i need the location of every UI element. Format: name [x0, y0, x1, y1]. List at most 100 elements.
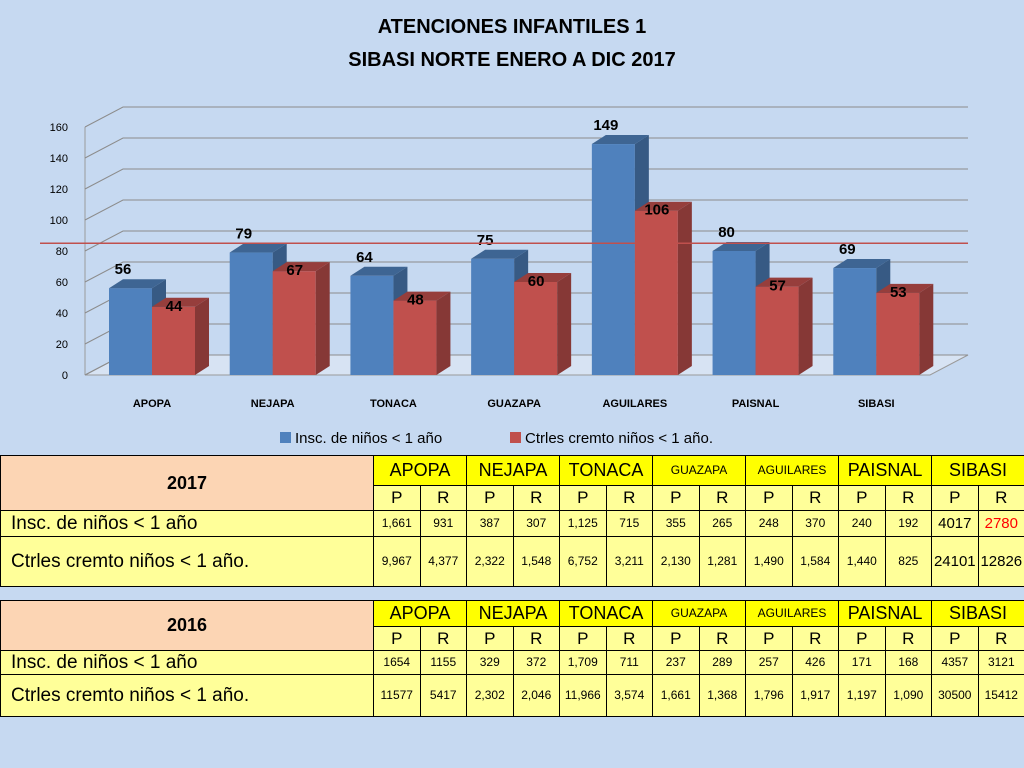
- legend-swatch: [280, 432, 291, 443]
- table-2016: 2016 APOPA NEJAPA TONACA GUAZAPA AGUILAR…: [0, 600, 1024, 717]
- row-label: Ctrles cremto niños < 1 año.: [0, 674, 374, 717]
- pr-header-cell: P: [466, 626, 514, 651]
- region-header-nejapa: NEJAPA: [466, 455, 561, 486]
- value-cell: 12826: [977, 536, 1024, 587]
- bar: [591, 144, 635, 375]
- data-label: 44: [166, 298, 183, 315]
- data-label: 48: [407, 292, 424, 309]
- x-tick-label: NEJAPA: [251, 398, 295, 410]
- bar: [712, 251, 756, 375]
- value-cell: 307: [512, 510, 561, 537]
- value-cell: 192: [884, 510, 933, 537]
- bar: [755, 286, 799, 375]
- bar: [471, 258, 515, 375]
- value-cell: 9,967: [373, 536, 421, 587]
- bar-top: [471, 249, 529, 259]
- region-header-sibasi: SIBASI: [931, 455, 1024, 486]
- value-cell: 30500: [931, 674, 979, 717]
- data-label: 80: [718, 224, 735, 241]
- bar-side: [315, 262, 330, 375]
- x-tick-label: APOPA: [133, 398, 171, 410]
- y-tick-label: 100: [50, 215, 68, 227]
- pr-header-cell: P: [559, 626, 607, 651]
- data-label: 79: [235, 226, 252, 243]
- region-header-aguilares: AGUILARES: [745, 600, 840, 627]
- value-cell: 15412: [977, 674, 1024, 717]
- value-cell: 4,377: [419, 536, 468, 587]
- value-cell: 257: [745, 650, 793, 675]
- pr-header-cell: P: [652, 626, 700, 651]
- value-cell: 3121: [977, 650, 1024, 675]
- value-cell: 265: [698, 510, 747, 537]
- value-cell: 370: [791, 510, 840, 537]
- bar-top: [634, 201, 692, 211]
- value-cell: 1155: [419, 650, 468, 675]
- region-header-tonaca: TONACA: [559, 455, 654, 486]
- value-cell: 3,574: [605, 674, 654, 717]
- bar-top: [514, 273, 572, 282]
- bar-top: [393, 291, 451, 301]
- value-cell: 248: [745, 510, 793, 537]
- bar-side: [557, 273, 572, 375]
- pr-header-cell: R: [791, 626, 840, 651]
- bar-top: [876, 283, 934, 293]
- region-header-sibasi: SIBASI: [931, 600, 1024, 627]
- pr-header-cell: R: [884, 485, 933, 511]
- value-cell: 5417: [419, 674, 468, 717]
- x-tick-label: TONACA: [370, 398, 417, 410]
- y-tick-label: 0: [62, 370, 68, 382]
- row-label: Insc. de niños < 1 año: [0, 650, 374, 675]
- value-cell: 1,125: [559, 510, 607, 537]
- bar: [514, 282, 558, 375]
- bar-top: [591, 135, 649, 145]
- chart-title: SIBASI NORTE ENERO A DIC 2017: [348, 49, 675, 71]
- region-header-paisnal: PAISNAL: [838, 455, 933, 486]
- value-cell: 2,322: [466, 536, 514, 587]
- pr-header-cell: R: [605, 485, 654, 511]
- bar: [350, 275, 394, 375]
- value-cell: 426: [791, 650, 840, 675]
- bar-top: [350, 266, 408, 276]
- bar: [833, 268, 877, 375]
- value-cell: 1,281: [698, 536, 747, 587]
- y-tick-label: 60: [56, 277, 68, 289]
- value-cell: 171: [838, 650, 886, 675]
- y-tick-label: 140: [50, 153, 68, 165]
- year-cell: 2017: [0, 455, 374, 511]
- region-header-apopa: APOPA: [372, 455, 468, 486]
- value-cell: 931: [419, 510, 468, 537]
- x-tick-label: SIBASI: [858, 398, 895, 410]
- legend-label: Ctrles cremto niños < 1 año.: [525, 430, 713, 447]
- pr-header-cell: R: [698, 626, 747, 651]
- value-cell: 1,709: [559, 650, 607, 675]
- pr-header-cell: R: [605, 626, 654, 651]
- x-tick-label: GUAZAPA: [487, 398, 541, 410]
- bar: [272, 271, 316, 375]
- pr-header-cell: P: [838, 626, 886, 651]
- value-cell: 329: [466, 650, 514, 675]
- value-cell: 1,661: [373, 510, 421, 537]
- value-cell: 289: [698, 650, 747, 675]
- table-2017: 2017 APOPA NEJAPA TONACA GUAZAPA AGUILAR…: [0, 455, 1024, 587]
- gridline: [84, 230, 968, 252]
- region-header-nejapa: NEJAPA: [466, 600, 561, 627]
- pr-header-cell: P: [931, 626, 979, 651]
- table-row: Insc. de niños < 1 año 1654 1155 329 372 1,70…: [0, 650, 1024, 675]
- value-cell: 1,440: [838, 536, 886, 587]
- data-label: 64: [356, 249, 373, 266]
- table-row: Insc. de niños < 1 año 1,661 931 387 307 1,12…: [0, 510, 1024, 537]
- pr-header-cell: R: [419, 485, 468, 511]
- table-row: Ctrles cremto niños < 1 año. 11577 5417 2,3…: [0, 674, 1024, 717]
- value-cell: 1,548: [512, 536, 561, 587]
- pr-header-cell: R: [419, 626, 468, 651]
- bar-side: [436, 291, 451, 375]
- data-label: 67: [286, 262, 303, 279]
- pr-header-cell: P: [559, 485, 607, 511]
- value-cell: 2780: [977, 510, 1024, 537]
- region-header-paisnal: PAISNAL: [838, 600, 933, 627]
- data-label: 149: [593, 117, 618, 134]
- value-cell: 24101: [931, 536, 979, 587]
- data-label: 57: [769, 278, 786, 295]
- value-cell: 387: [466, 510, 514, 537]
